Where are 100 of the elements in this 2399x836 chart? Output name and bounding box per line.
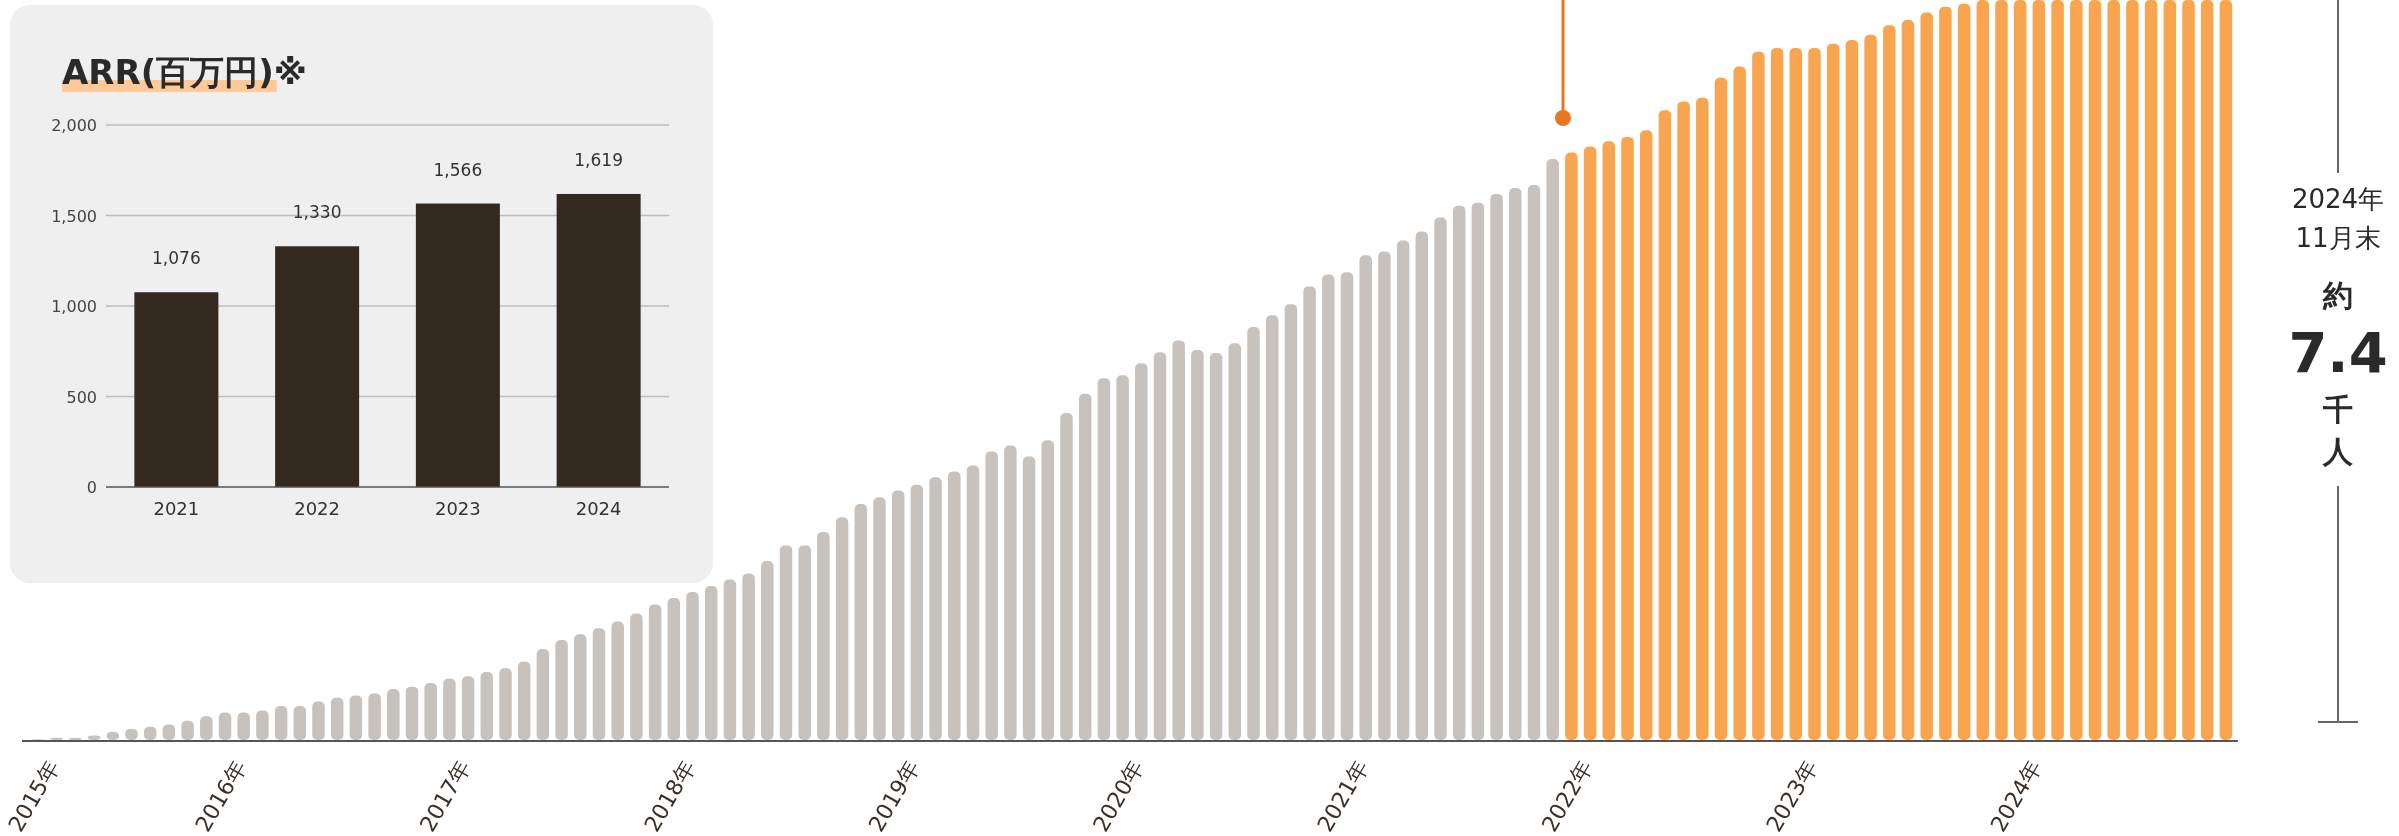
- bar: [1565, 152, 1578, 740]
- bar: [1808, 48, 1821, 740]
- bar: [1228, 343, 1242, 740]
- bar: [1845, 39, 1859, 740]
- bar: [2219, 0, 2233, 740]
- bar: [1602, 141, 1616, 740]
- bar: [134, 292, 219, 487]
- bar: [1658, 110, 1672, 740]
- bar: [686, 592, 699, 740]
- bar: [1546, 159, 1559, 740]
- bar: [312, 701, 325, 740]
- bar: [1247, 327, 1260, 740]
- bar: [274, 705, 288, 740]
- bar: [1490, 193, 1503, 740]
- bar: [330, 697, 344, 740]
- bar: [1527, 185, 1541, 740]
- bar: [2182, 0, 2195, 740]
- annotation: 2024年 11月末 約 7.4 千 人: [2288, 184, 2388, 469]
- bar: [574, 634, 587, 740]
- bar: [1509, 187, 1522, 740]
- bar: [929, 477, 942, 740]
- bar: [1976, 0, 1990, 740]
- bar: [835, 517, 849, 740]
- bar: [1920, 12, 1933, 740]
- bar: [854, 503, 868, 740]
- bar: [891, 490, 905, 740]
- bar: [1901, 19, 1915, 740]
- bar: [817, 532, 830, 740]
- bar: [181, 720, 194, 740]
- bar: [480, 671, 494, 740]
- bar: [1135, 363, 1148, 740]
- y-tick-label: 0: [86, 478, 97, 497]
- bar: [1396, 240, 1410, 740]
- bar: [1471, 202, 1485, 740]
- bar: [218, 712, 232, 740]
- bar: [443, 678, 456, 740]
- bar: [1864, 34, 1877, 740]
- bar: [1789, 48, 1803, 740]
- bar: [1957, 3, 1971, 740]
- bar: [1022, 456, 1036, 740]
- bar: [1116, 375, 1129, 740]
- bar: [592, 628, 606, 740]
- bar: [2107, 0, 2120, 740]
- bar: [873, 497, 886, 740]
- bar: [349, 695, 363, 740]
- bar: [742, 573, 755, 740]
- y-tick-label: 1,500: [51, 206, 97, 226]
- x-tick-label: 2024: [575, 498, 622, 519]
- bar: [1939, 6, 1952, 740]
- bar: [293, 705, 307, 740]
- bar: [536, 648, 550, 740]
- bar: [2088, 0, 2102, 740]
- data-label: 1,566: [433, 159, 483, 180]
- bar: [1097, 378, 1111, 740]
- bar: [1434, 217, 1447, 740]
- bar: [1004, 445, 1017, 740]
- x-tick-label: 2021: [153, 498, 200, 519]
- bar: [2051, 0, 2064, 740]
- x-tick-label: 2023: [434, 498, 481, 519]
- bar: [2126, 0, 2139, 740]
- chart-title: ARR(百万円)※: [62, 52, 307, 92]
- bar: [1415, 231, 1429, 740]
- data-label: 1,330: [292, 202, 342, 223]
- bar: [1191, 350, 1204, 740]
- bar: [415, 203, 500, 487]
- bar: [1060, 412, 1073, 740]
- bar: [424, 683, 437, 740]
- bar: [556, 193, 641, 487]
- bar: [1322, 274, 1335, 740]
- bar: [1583, 146, 1597, 740]
- bar: [1752, 51, 1765, 740]
- bar: [2013, 0, 2027, 740]
- bar: [2144, 0, 2158, 740]
- y-tick-label: 2,000: [51, 116, 97, 135]
- data-label: 1,076: [152, 248, 201, 269]
- bar: [1209, 352, 1223, 740]
- bar: [499, 668, 512, 740]
- bar: [387, 688, 400, 740]
- bar: [1153, 352, 1167, 740]
- bar: [1883, 25, 1896, 740]
- bar: [2032, 0, 2046, 740]
- bar: [2200, 0, 2214, 740]
- y-tick-label: 1,000: [51, 297, 97, 316]
- bar: [948, 471, 961, 740]
- bar: [461, 676, 475, 740]
- data-label: 1,619: [574, 149, 623, 170]
- bar: [368, 693, 381, 740]
- bar: [910, 484, 924, 740]
- bar: [611, 621, 624, 740]
- bar: [1378, 251, 1391, 740]
- bar: [1677, 101, 1690, 740]
- bar: [517, 661, 531, 740]
- bar: [1639, 130, 1653, 740]
- bar: [1621, 136, 1634, 740]
- x-tick-label: 2022: [294, 498, 341, 519]
- bar: [1340, 272, 1354, 740]
- bar: [1172, 340, 1185, 740]
- bar: [405, 686, 419, 740]
- bar: [237, 712, 250, 740]
- bar: [1452, 205, 1466, 740]
